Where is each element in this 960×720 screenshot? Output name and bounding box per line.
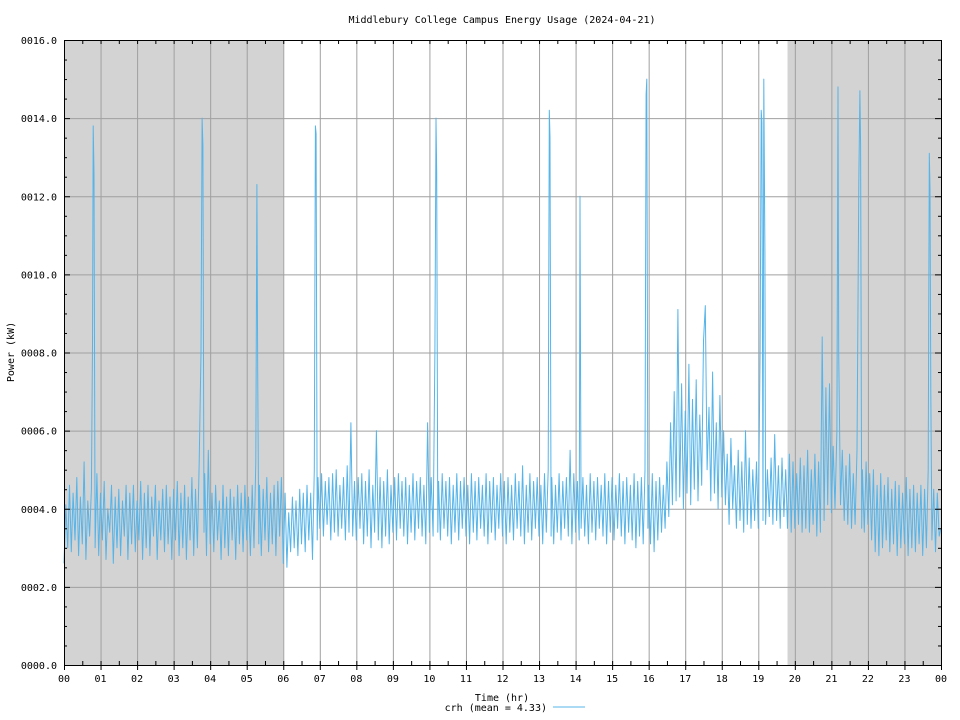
x-tick-label: 19 [752, 674, 764, 685]
x-tick-label: 11 [460, 674, 472, 685]
y-tick-label: 0014.0 [21, 114, 57, 125]
y-tick-label: 0004.0 [21, 505, 57, 516]
x-tick-label: 20 [789, 674, 801, 685]
y-tick-labels: 0000.0 0002.0 0004.0 0006.0 0008.0 0010.0 0012… [21, 36, 57, 672]
series-line-crh [63, 78, 942, 568]
grid-lines [64, 40, 941, 665]
legend-label: crh (mean = 4.33) [445, 703, 547, 714]
x-tick-label: 03 [168, 674, 180, 685]
x-tick-label: 10 [423, 674, 435, 685]
y-tick-label: 0002.0 [21, 583, 57, 594]
y-tick-label: 0006.0 [21, 427, 57, 438]
x-tick-label: 14 [570, 674, 582, 685]
x-tick-label: 00 [58, 674, 70, 685]
x-tick-label: 15 [606, 674, 618, 685]
x-tick-label: 22 [862, 674, 874, 685]
x-tick-label: 18 [716, 674, 728, 685]
y-tick-label: 0000.0 [21, 661, 57, 672]
x-axis-label: Time (hr) [475, 693, 529, 704]
x-tick-label: 09 [387, 674, 399, 685]
x-tick-label: 13 [533, 674, 545, 685]
x-tick-label: 16 [643, 674, 655, 685]
x-tick-label: 12 [496, 674, 508, 685]
x-tick-label: 06 [277, 674, 289, 685]
axis-ticks [64, 40, 942, 670]
y-tick-label: 0012.0 [21, 192, 57, 203]
x-tick-label: 05 [241, 674, 253, 685]
x-tick-label: 04 [204, 674, 216, 685]
x-tick-label: 17 [679, 674, 691, 685]
x-tick-label: 21 [825, 674, 837, 685]
series-group [63, 78, 942, 568]
y-tick-label: 0010.0 [21, 270, 57, 281]
chart-title: Middlebury College Campus Energy Usage (… [348, 15, 655, 26]
x-tick-label: 07 [314, 674, 326, 685]
x-tick-labels: 00 01 02 03 04 05 06 07 08 09 10 11 12 13 14 15 16 17 18 19… [58, 674, 947, 685]
y-tick-label: 0016.0 [21, 36, 57, 47]
x-tick-label: 00 [935, 674, 947, 685]
x-tick-label: 01 [95, 674, 107, 685]
legend: crh (mean = 4.33) [445, 703, 585, 714]
x-tick-label: 02 [131, 674, 143, 685]
y-tick-label: 0008.0 [21, 349, 57, 360]
y-axis-label: Power (kW) [6, 322, 17, 382]
x-tick-label: 08 [350, 674, 362, 685]
x-tick-label: 23 [898, 674, 910, 685]
